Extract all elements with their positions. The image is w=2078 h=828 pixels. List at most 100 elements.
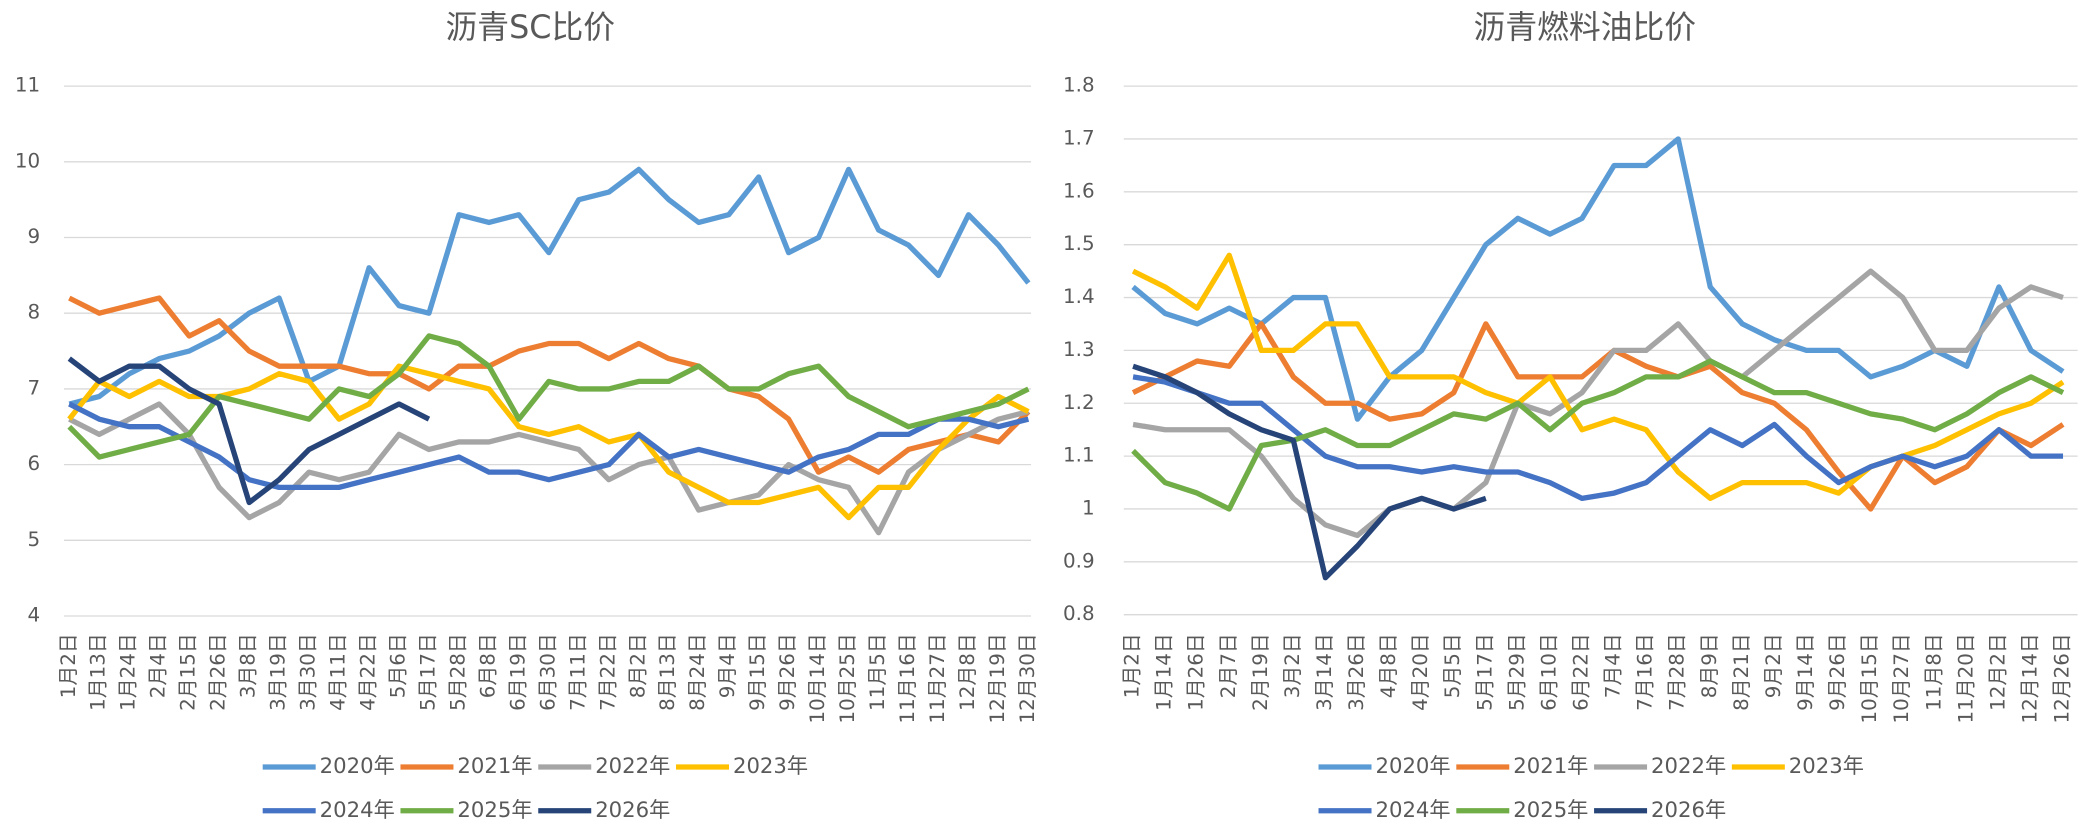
x-tick-label: 5月28日 [446,633,469,711]
x-tick-label: 4月22日 [357,633,380,711]
x-tick-label: 8月2日 [626,633,649,698]
y-tick-label: 1.7 [1063,126,1095,149]
x-tick-label: 3月26日 [1345,633,1368,711]
legend-label: 2022年 [595,753,670,778]
x-tick-label: 11月5日 [866,633,889,711]
x-tick-label: 8月21日 [1730,633,1753,711]
legend-label: 2021年 [1513,753,1588,778]
legend-label: 2026年 [595,797,670,822]
legend-label: 2020年 [320,753,395,778]
legend-label: 2026年 [1651,797,1726,822]
y-tick-label: 4 [27,604,40,627]
x-tick-label: 1月13日 [87,633,110,711]
x-tick-label: 1月24日 [117,633,140,711]
y-tick-label: 9 [27,225,40,248]
x-tick-label: 4月8日 [1377,633,1400,698]
series-line [1132,363,1487,581]
x-tick-label: 3月14日 [1313,633,1336,711]
x-tick-label: 12月2日 [1986,633,2009,711]
x-tick-label: 9月4日 [716,633,739,698]
x-tick-label: 5月5日 [1441,633,1464,698]
y-tick-label: 1.8 [1063,74,1095,97]
y-tick-label: 1.2 [1063,391,1095,414]
legend-label: 2021年 [457,753,532,778]
x-tick-label: 5月29日 [1505,633,1528,711]
legend-label: 2023年 [1789,753,1864,778]
x-tick-label: 8月13日 [656,633,679,711]
x-tick-label: 12月26日 [2051,633,2074,723]
x-tick-label: 2月19日 [1249,633,1272,711]
x-tick-label: 10月15日 [1858,633,1881,723]
x-tick-label: 9月26日 [776,633,799,711]
y-tick-label: 1.1 [1063,444,1095,467]
x-tick-label: 6月19日 [506,633,529,711]
series-line [1131,252,2065,502]
y-tick-label: 0.8 [1063,602,1095,625]
x-tick-label: 2月4日 [147,633,170,698]
legend-label: 2024年 [1375,797,1450,822]
x-tick-label: 6月22日 [1570,633,1593,711]
x-tick-label: 1月14日 [1153,633,1176,711]
x-tick-label: 4月20日 [1409,633,1432,711]
legend-label: 2024年 [320,797,395,822]
x-tick-label: 9月2日 [1762,633,1785,698]
series-line [67,356,431,506]
x-tick-label: 3月30日 [297,633,320,711]
y-tick-label: 1.5 [1063,232,1095,255]
y-tick-label: 1.4 [1063,285,1095,308]
x-tick-label: 7月11日 [566,633,589,711]
x-tick-label: 7月22日 [596,633,619,711]
x-tick-label: 8月24日 [686,633,709,711]
y-tick-label: 0.9 [1063,549,1095,572]
x-tick-label: 4月11日 [327,633,350,711]
x-tick-label: 3月19日 [267,633,290,711]
x-tick-label: 2月7日 [1217,633,1240,698]
legend-label: 2022年 [1651,753,1726,778]
x-tick-label: 12月8日 [956,633,979,711]
series-line [67,363,1030,521]
x-tick-label: 10月25日 [836,633,859,723]
x-tick-label: 8月9日 [1698,633,1721,698]
x-tick-label: 9月15日 [746,633,769,711]
legend-label: 2023年 [733,753,808,778]
y-tick-label: 5 [27,528,40,551]
x-tick-label: 6月10日 [1537,633,1560,711]
x-tick-label: 9月14日 [1794,633,1817,711]
x-tick-label: 1月26日 [1185,633,1208,711]
y-tick-label: 1.3 [1063,338,1095,361]
x-tick-label: 3月2日 [1281,633,1304,698]
x-tick-label: 1月2日 [1121,633,1144,698]
x-tick-label: 10月27日 [1890,633,1913,723]
x-tick-label: 11月20日 [1954,633,1977,723]
x-tick-label: 11月27日 [926,633,949,723]
x-tick-label: 3月8日 [237,633,260,698]
x-tick-label: 5月17日 [416,633,439,711]
x-tick-label: 5月6日 [386,633,409,698]
series-line [68,166,1031,407]
legend-label: 2025年 [1513,797,1588,822]
x-tick-label: 6月8日 [476,633,499,698]
x-tick-label: 12月14日 [2018,633,2041,723]
chart-title: 沥青SC比价 [446,9,616,46]
series-line [1131,136,2065,422]
x-tick-label: 12月19日 [986,633,1009,723]
x-tick-label: 1月2日 [57,633,80,698]
x-tick-label: 11月8日 [1922,633,1945,711]
series-line [68,401,1030,536]
y-tick-label: 8 [27,301,40,324]
series-line [67,333,1030,460]
series-line [1132,374,2064,502]
x-tick-label: 2月15日 [177,633,200,711]
x-tick-label: 12月30日 [1016,633,1039,723]
y-tick-label: 10 [15,149,40,172]
y-tick-label: 7 [27,376,40,399]
y-tick-label: 1 [1082,496,1095,519]
x-tick-label: 6月30日 [536,633,559,711]
chart-title: 沥青燃料油比价 [1474,9,1696,46]
series-line [1132,268,2064,539]
series-line [68,295,1031,475]
x-tick-label: 2月26日 [207,633,230,711]
y-tick-label: 1.6 [1063,179,1095,202]
x-tick-label: 5月17日 [1473,633,1496,711]
